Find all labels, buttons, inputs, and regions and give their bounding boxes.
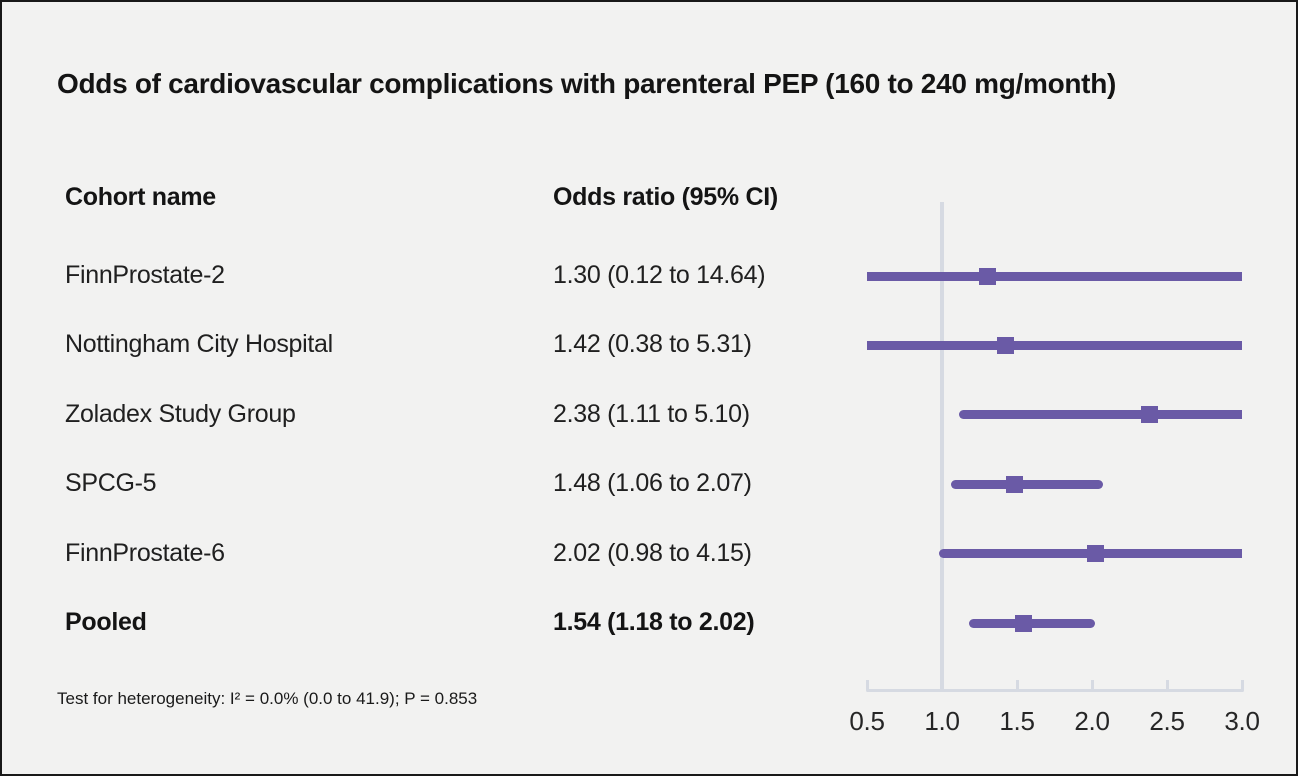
point-estimate-marker bbox=[1014, 614, 1032, 632]
axis-tick bbox=[940, 680, 944, 690]
ci-line bbox=[867, 271, 1242, 281]
axis-tick-label: 0.5 bbox=[849, 706, 885, 736]
odds-ratio-value: 2.02 (0.98 to 4.15) bbox=[553, 538, 752, 567]
odds-ratio-value: 1.42 (0.38 to 5.31) bbox=[553, 330, 752, 359]
axis-tick bbox=[1015, 680, 1019, 690]
odds-ratio-value: 2.38 (1.11 to 5.10) bbox=[553, 399, 750, 428]
cohort-label: Nottingham City Hospital bbox=[65, 330, 333, 359]
point-estimate-marker bbox=[996, 336, 1014, 354]
point-estimate-marker bbox=[1140, 406, 1158, 424]
ci-line bbox=[958, 410, 1242, 420]
cohort-label: Zoladex Study Group bbox=[65, 399, 296, 428]
cohort-label: Pooled bbox=[65, 608, 147, 636]
axis-tick-label: 3.0 bbox=[1224, 706, 1260, 736]
point-estimate-marker bbox=[1005, 475, 1023, 493]
point-estimate-marker bbox=[978, 267, 996, 285]
ci-line bbox=[969, 618, 1095, 628]
odds-ratio-value: 1.54 (1.18 to 2.02) bbox=[553, 608, 755, 636]
cohort-label: FinnProstate-6 bbox=[65, 538, 225, 567]
cohort-label: FinnProstate-2 bbox=[65, 261, 225, 289]
axis-tick bbox=[1240, 680, 1244, 690]
axis-tick-label: 2.5 bbox=[1149, 706, 1185, 736]
column-header-odds-ratio: Odds ratio (95% CI) bbox=[553, 183, 778, 211]
column-header-cohort: Cohort name bbox=[65, 183, 216, 211]
axis-tick bbox=[1165, 680, 1169, 690]
ci-line bbox=[867, 340, 1242, 350]
x-axis-line bbox=[865, 689, 1244, 692]
ci-line bbox=[951, 479, 1103, 489]
cohort-label: SPCG-5 bbox=[65, 469, 157, 498]
heterogeneity-footnote: Test for heterogeneity: I² = 0.0% (0.0 t… bbox=[57, 689, 478, 708]
axis-tick bbox=[1090, 680, 1094, 690]
point-estimate-marker bbox=[1086, 545, 1104, 563]
odds-ratio-value: 1.30 (0.12 to 14.64) bbox=[553, 261, 766, 289]
axis-tick-label: 1.0 bbox=[924, 706, 960, 736]
odds-ratio-value: 1.48 (1.06 to 2.07) bbox=[553, 469, 752, 498]
axis-tick bbox=[865, 680, 869, 690]
reference-line bbox=[940, 202, 944, 689]
page-title: Odds of cardiovascular complications wit… bbox=[57, 68, 1117, 99]
axis-tick-label: 1.5 bbox=[999, 706, 1035, 736]
axis-tick-label: 2.0 bbox=[1074, 706, 1110, 736]
